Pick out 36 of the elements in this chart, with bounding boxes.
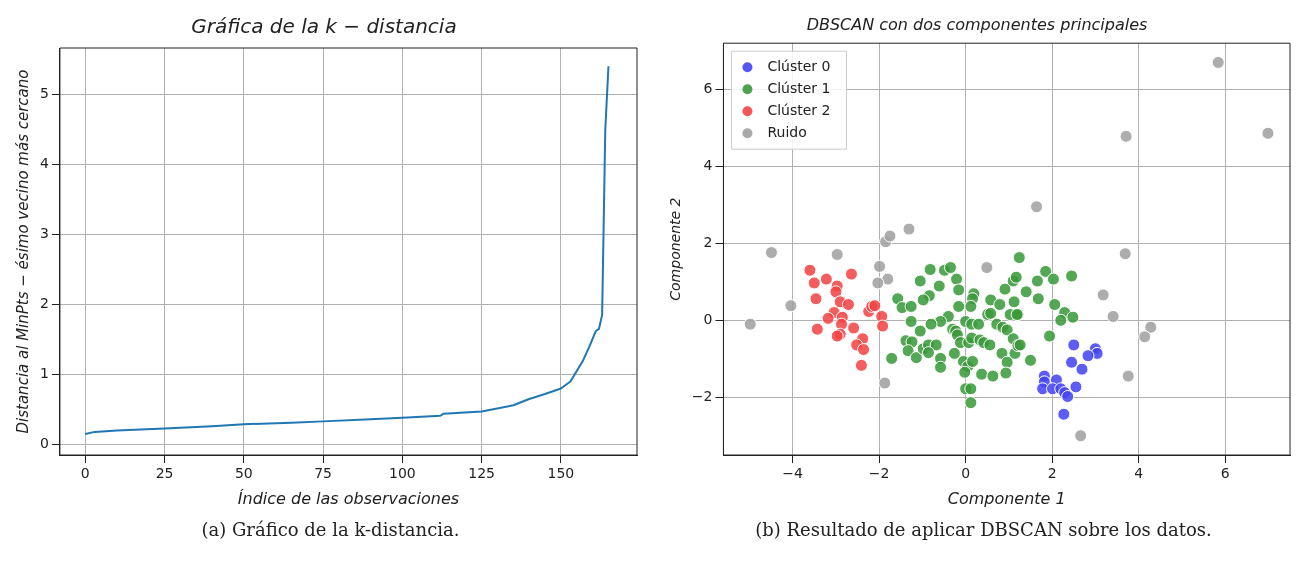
text: (a) Gráfico de la k-distancia. [201, 519, 460, 540]
text: (b) Resultado de aplicar DBSCAN sobre los datos. [755, 519, 1212, 540]
x-axis-title: Índice de las observaciones [237, 488, 459, 508]
y-tick-label: 0 [39, 435, 49, 452]
x-tick-label: 50 [234, 465, 253, 482]
legend-label: Clúster 2 [766, 101, 830, 118]
x-tick-label: 150 [547, 465, 574, 482]
y-tick-label: 4 [703, 157, 713, 173]
x-tick-label: 0 [80, 465, 90, 482]
legend-label: Ruido [766, 123, 807, 140]
y-tick-label: 3 [39, 224, 49, 241]
chart-title: Gráfica de la k − distancia [190, 14, 457, 39]
x-tick-label: 6 [1220, 465, 1230, 482]
x-tick-label: 125 [467, 465, 495, 482]
x-tick-label: 0 [960, 465, 970, 482]
x-tick-label: −4 [781, 465, 803, 482]
y-tick-label: 2 [703, 233, 712, 250]
x-axis-title: Componente 1 [947, 488, 1066, 508]
y-tick-label: −2 [691, 387, 712, 404]
y-tick-label: 1 [39, 365, 49, 382]
y-axis-title: Distancia al MinPts − ésimo vecino más cercano [13, 69, 32, 434]
x-tick-label: 100 [388, 465, 416, 482]
y-tick-label: 0 [703, 310, 712, 327]
y-axis-title: Componente 2 [666, 197, 683, 301]
y-tick-label: 6 [703, 80, 713, 97]
x-tick-label: 25 [155, 465, 173, 482]
x-tick-label: 2 [1047, 465, 1057, 482]
y-tick-label: 2 [39, 295, 49, 312]
x-tick-label: −2 [868, 465, 889, 482]
legend-label: Clúster 0 [766, 57, 830, 74]
x-tick-label: 4 [1133, 465, 1143, 482]
chart-title: DBSCAN con dos componentes principales [806, 14, 1147, 34]
x-tick-label: 75 [313, 465, 332, 482]
y-tick-label: 5 [39, 84, 49, 101]
y-tick-label: 4 [39, 154, 49, 171]
legend-label: Clúster 1 [766, 79, 830, 96]
